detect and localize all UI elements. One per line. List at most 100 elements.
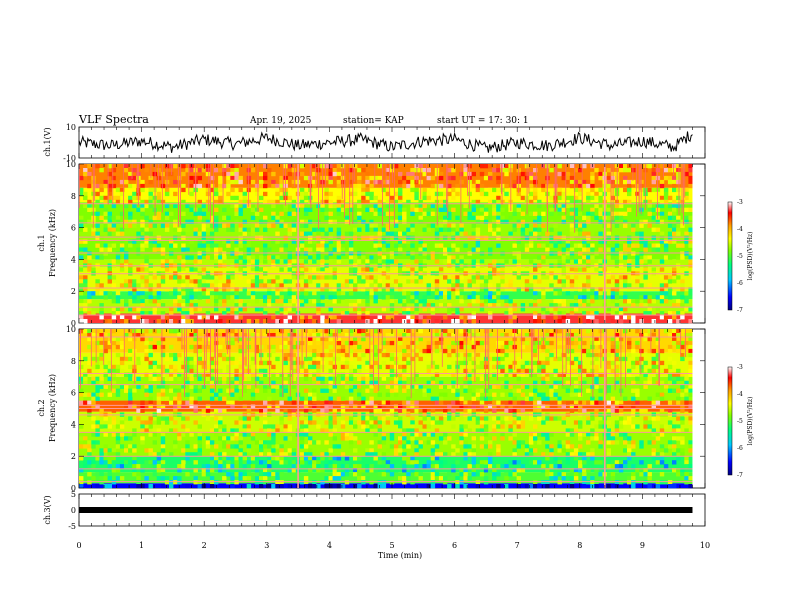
spectrum-cell — [402, 303, 407, 308]
spectrum-cell — [467, 464, 472, 469]
spectrum-cell — [320, 319, 325, 324]
ch1-waveform-trace — [78, 131, 693, 153]
spectrum-cell — [271, 448, 276, 453]
spectrum-cell — [214, 408, 219, 413]
spectrum-cell — [451, 283, 456, 288]
spectrum-cell — [389, 408, 395, 413]
spectrum-cell — [303, 420, 309, 425]
spectrum-cell — [214, 303, 219, 308]
spectrum-cell — [496, 231, 501, 236]
spectrum-cell — [369, 291, 374, 296]
spectrum-cell — [496, 295, 501, 300]
spectrum-cell — [418, 267, 423, 272]
spectrum-cell — [451, 319, 456, 324]
spectrum-cell — [83, 440, 88, 445]
spectrum-cell — [328, 168, 333, 173]
spectrum-cell — [128, 247, 133, 252]
spectrum-cell — [316, 440, 321, 445]
spectrum-cell — [124, 168, 129, 173]
spectrum-cell — [631, 243, 636, 248]
spectrum-cell — [226, 464, 231, 469]
spectrum-cell — [226, 329, 231, 334]
spectrum-cell — [250, 356, 256, 362]
spectrum-cell — [471, 436, 476, 441]
spectrum-cell — [234, 388, 239, 393]
spectrum-cell — [107, 360, 112, 366]
spectrum-cell — [169, 364, 174, 370]
spectrum-cell — [520, 408, 526, 413]
spectrum-cell — [336, 175, 342, 181]
spectrum-cell — [475, 227, 481, 232]
spectrum-cell — [463, 164, 468, 169]
spectrum-cell — [144, 199, 149, 205]
spectrum-cell — [443, 348, 448, 354]
spectrum-cell — [475, 299, 481, 304]
spectrum-cell — [426, 283, 431, 288]
spectrum-cell — [136, 333, 141, 338]
spectrum-cell — [218, 247, 223, 252]
spectrum-cell — [95, 291, 100, 296]
spectrum-cell — [238, 436, 243, 441]
spectrum-cell — [324, 452, 329, 457]
spectrum-cell — [254, 267, 260, 272]
spectrum-cell — [87, 255, 92, 260]
spectrum-cell — [406, 336, 411, 342]
spectrum-cell — [271, 215, 276, 220]
spectrum-cell — [271, 484, 276, 489]
spectrum-cell — [447, 227, 452, 232]
spectrum-cell — [144, 348, 149, 354]
spectrum-cell — [688, 175, 693, 181]
spectrum-cell — [680, 303, 685, 308]
spectrum-cell — [541, 275, 546, 280]
spectrum-cell — [201, 472, 207, 477]
spectrum-cell — [459, 307, 464, 312]
spectrum-cell — [365, 287, 370, 292]
spectrum-cell — [402, 219, 407, 224]
spectrum-cell — [361, 299, 366, 304]
spectrum-cell — [181, 392, 186, 397]
spectrum-cell — [91, 464, 96, 469]
spectrum-cell — [463, 171, 468, 177]
spectrum-cell — [332, 168, 337, 173]
spectrum-cell — [610, 295, 616, 300]
spectrum-cell — [83, 239, 88, 244]
spectrum-cell — [357, 392, 362, 397]
spectrum-cell — [369, 255, 374, 260]
spectrum-cell — [312, 388, 317, 393]
spectrum-cell — [361, 195, 366, 201]
spectrum-cell — [99, 283, 104, 288]
spectrum-cell — [561, 315, 566, 320]
spectrum-cell — [377, 416, 382, 421]
spectrum-cell — [414, 207, 419, 212]
spectrum-cell — [299, 396, 305, 401]
spectrum-cell — [279, 247, 284, 252]
spectrum-cell — [209, 372, 215, 377]
spectrum-cell — [635, 255, 640, 260]
spectrum-cell — [205, 255, 211, 260]
spectrum-cell — [230, 179, 235, 185]
spectrum-cell — [115, 295, 121, 300]
spectrum-cell — [430, 432, 436, 437]
spectrum-cell — [332, 299, 337, 304]
spectrum-cell — [234, 380, 239, 385]
spectrum-cell — [377, 472, 382, 477]
spectrum-cell — [659, 195, 665, 201]
spectrum-cell — [263, 420, 268, 425]
spectrum-cell — [569, 199, 575, 205]
spectrum-cell — [385, 203, 391, 209]
spectrum-cell — [598, 287, 603, 292]
spectrum-cell — [107, 319, 112, 324]
spectrum-cell — [434, 227, 440, 232]
spectrum-cell — [631, 227, 636, 232]
spectrum-cell — [103, 428, 108, 433]
spectrum-cell — [377, 175, 382, 181]
spectrum-cell — [275, 356, 280, 362]
spectrum-cell — [688, 239, 693, 244]
frequency-tick-label: 2 — [71, 287, 76, 296]
spectrum-cell — [500, 219, 505, 224]
spectrum-cell — [222, 171, 227, 177]
spectrum-cell — [242, 333, 247, 338]
spectrum-cell — [492, 476, 497, 481]
spectrum-cell — [332, 384, 337, 389]
spectrum-cell — [328, 219, 333, 224]
